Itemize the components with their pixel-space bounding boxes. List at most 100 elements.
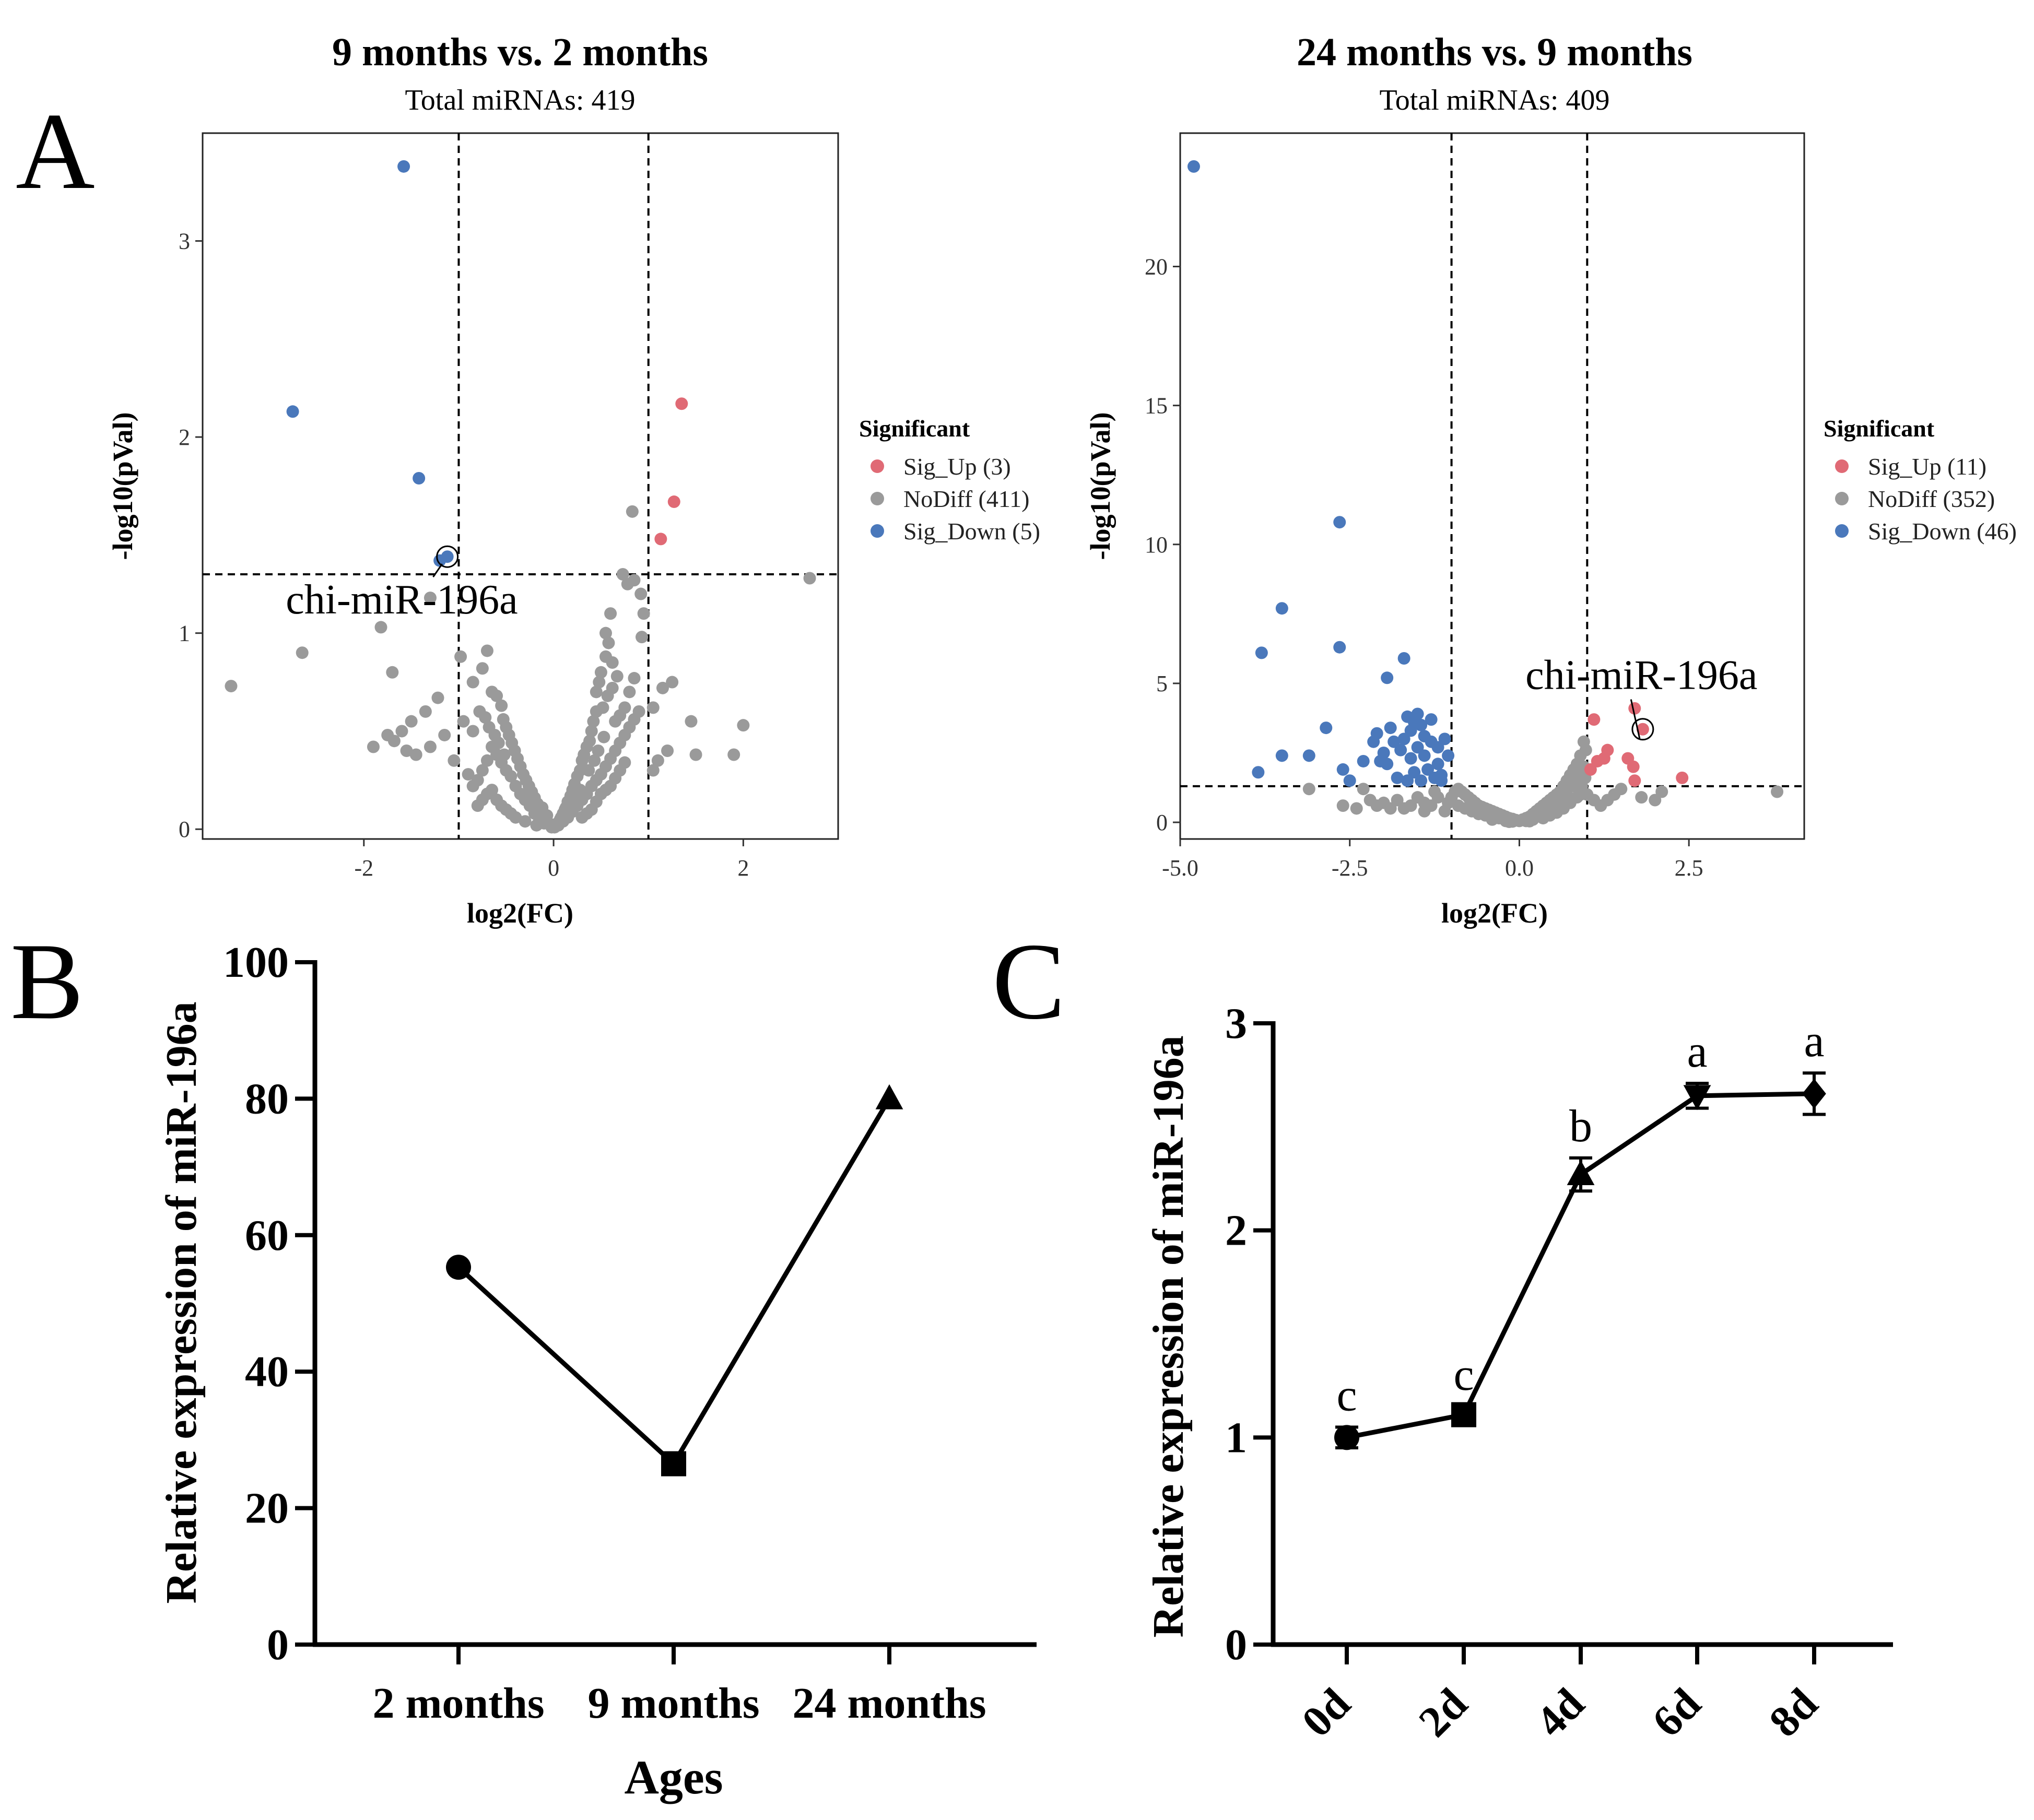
point-down <box>1442 749 1455 762</box>
point-nodiff <box>585 725 598 738</box>
data-point-triangle <box>1567 1160 1595 1185</box>
point-nodiff <box>636 631 649 644</box>
data-point-square <box>661 1451 686 1476</box>
chart-subtitle: Total miRNAs: 419 <box>405 84 636 116</box>
x-tick-label: 2.5 <box>1675 855 1703 881</box>
point-nodiff <box>609 715 622 728</box>
point-nodiff <box>575 754 589 767</box>
point-down <box>1397 652 1410 665</box>
point-nodiff <box>606 681 619 694</box>
point-down <box>1421 763 1435 776</box>
y-tick-label: 3 <box>1225 999 1247 1048</box>
point-nodiff <box>637 607 650 620</box>
point-nodiff <box>424 740 437 753</box>
y-tick-label: 20 <box>245 1484 289 1533</box>
point-nodiff <box>1357 783 1370 796</box>
legend-swatch-nodiff <box>1835 492 1849 505</box>
legend-label-up: Sig_Up (11) <box>1868 453 1986 480</box>
point-nodiff <box>424 592 437 605</box>
x-axis-label: log2(FC) <box>1441 897 1548 929</box>
point-nodiff <box>685 715 698 728</box>
point-down <box>1255 646 1268 659</box>
data-point-triangle <box>875 1084 903 1109</box>
point-nodiff <box>597 730 610 743</box>
point-nodiff <box>626 505 639 518</box>
point-down <box>286 405 299 418</box>
point-down <box>1391 771 1404 784</box>
plot-frame <box>202 132 839 840</box>
point-up <box>1676 771 1689 784</box>
x-tick-label: 4d <box>1526 1679 1593 1746</box>
point-nodiff <box>1370 799 1383 812</box>
point-nodiff <box>419 705 432 718</box>
line-chart-days: 0 1 2 3 0d 2d 4d 6d 8d c c b a a Relative expression o… <box>1144 999 1893 1746</box>
volcano-plot-9m-vs-2m: 9 months vs. 2 months Total miRNAs: 419 -2… <box>107 30 1040 929</box>
point-nodiff <box>225 680 238 693</box>
point-down <box>1401 774 1414 787</box>
point-down <box>1357 754 1370 767</box>
data-point-circle <box>446 1255 471 1280</box>
point-down <box>1397 732 1410 746</box>
point-down <box>1431 758 1444 771</box>
point-nodiff <box>480 644 493 657</box>
point-nodiff <box>1655 785 1668 798</box>
point-nodiff <box>618 756 631 769</box>
point-nodiff <box>1506 815 1519 828</box>
significance-letter: c <box>1336 1370 1357 1421</box>
x-tick-label: -2 <box>354 855 373 881</box>
x-tick-label: 2 months <box>372 1679 544 1728</box>
point-nodiff <box>462 768 475 781</box>
point-nodiff <box>555 811 568 824</box>
point-nodiff <box>1472 808 1485 821</box>
point-nodiff <box>386 666 399 679</box>
point-nodiff <box>476 764 489 777</box>
x-axis-label: log2(FC) <box>467 897 573 929</box>
point-down <box>1411 707 1424 720</box>
point-up <box>1627 760 1640 773</box>
point-down <box>1411 741 1424 754</box>
point-nodiff <box>431 691 444 704</box>
y-tick-label: 20 <box>1145 254 1168 279</box>
point-nodiff <box>582 764 595 777</box>
point-down <box>1404 752 1417 765</box>
y-tick-label: 100 <box>223 938 289 987</box>
point-down <box>1394 743 1407 757</box>
y-tick-label: 2 <box>1225 1207 1247 1255</box>
point-nodiff <box>374 621 387 634</box>
x-tick-label: 0d <box>1292 1679 1359 1746</box>
point-down <box>1333 516 1346 529</box>
point-nodiff <box>490 689 503 702</box>
y-tick-label: 0 <box>267 1621 289 1669</box>
point-nodiff <box>530 819 543 832</box>
point-nodiff <box>498 748 511 761</box>
x-tick-label: 0 <box>548 855 559 881</box>
point-down <box>1275 602 1288 615</box>
point-nodiff <box>519 815 532 828</box>
annotation-leader <box>432 563 443 577</box>
y-axis-label: Relative expression of miR-196a <box>1144 1035 1193 1637</box>
legend-swatch-up <box>1835 459 1849 473</box>
legend-swatch-up <box>871 459 884 473</box>
point-down <box>1367 735 1380 748</box>
point-nodiff <box>1486 813 1499 826</box>
x-tick-label: -2.5 <box>1332 855 1368 881</box>
point-nodiff <box>476 662 489 675</box>
point-up <box>1636 723 1649 736</box>
point-nodiff <box>656 681 669 694</box>
annotation-leader <box>1630 699 1641 739</box>
point-nodiff <box>1302 783 1315 796</box>
point-down <box>1408 766 1421 779</box>
point-down <box>1415 774 1428 787</box>
point-nodiff <box>593 676 606 689</box>
point-nodiff <box>628 574 641 587</box>
legend-label-nodiff: NoDiff (411) <box>903 486 1029 512</box>
legend-label-down: Sig_Down (46) <box>1868 518 2017 545</box>
point-up <box>1628 774 1641 787</box>
significance-letter: a <box>1687 1026 1707 1077</box>
chart-title: 24 months vs. 9 months <box>1297 30 1692 74</box>
y-tick-label: 15 <box>1145 393 1168 419</box>
point-nodiff <box>448 754 461 767</box>
point-nodiff <box>438 728 451 741</box>
point-up <box>1597 752 1610 765</box>
